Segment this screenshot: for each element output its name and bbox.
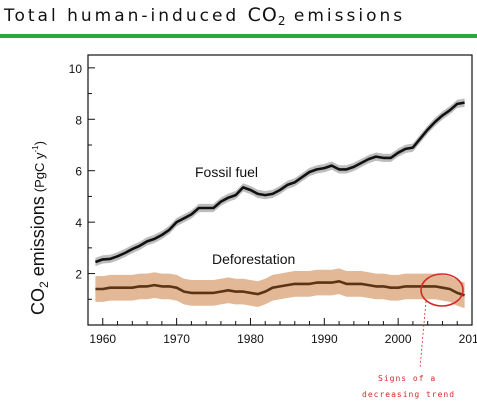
trend-highlight-circle xyxy=(420,273,464,307)
x-tick-label: 2010 xyxy=(459,332,477,346)
x-tick-label: 1960 xyxy=(89,332,116,346)
title-pre: Total human-induced xyxy=(4,6,248,26)
annotation-leader-line xyxy=(419,300,427,369)
title-sub: 2 xyxy=(277,14,286,28)
page-title: Total human-induced CO2 emissions xyxy=(4,4,405,28)
y-label-units-close: ) xyxy=(32,141,47,145)
y-label-units-sup: -1 xyxy=(31,145,40,153)
deforestation-uncertainty-band xyxy=(95,268,465,309)
fossil-fuel-label: Fossil fuel xyxy=(195,164,258,180)
y-tick-label: 6 xyxy=(75,165,82,179)
x-axis-ticks: 1960 1970 1980 1990 2000 2010 xyxy=(89,318,477,346)
y-tick-label: 4 xyxy=(75,216,82,230)
fossil-fuel-series-line xyxy=(94,101,465,264)
annotation-line-2: decreasing trend xyxy=(362,390,455,399)
annotation-line-1: Signs of a xyxy=(378,374,436,383)
y-axis-ticks: 2 4 6 8 10 xyxy=(69,62,95,300)
x-tick-label: 2000 xyxy=(385,332,412,346)
deforestation-series-line xyxy=(95,280,466,297)
y-tick-label: 8 xyxy=(75,113,82,127)
deforestation-label: Deforestation xyxy=(212,251,295,267)
series-lines xyxy=(94,101,466,297)
title-co: CO xyxy=(247,4,278,26)
y-tick-label: 2 xyxy=(75,268,82,282)
y-label-rest: emissions xyxy=(28,196,48,281)
y-tick-label: 10 xyxy=(69,62,83,76)
y-axis-label: CO2 emissions (PgC y-1) xyxy=(28,141,51,315)
title-text: Total human-induced CO2 emissions xyxy=(4,4,406,28)
title-rule xyxy=(0,34,477,38)
y-label-co: CO xyxy=(28,288,48,315)
x-tick-label: 1990 xyxy=(311,332,338,346)
x-tick-label: 1970 xyxy=(163,332,190,346)
y-label-sub: 2 xyxy=(37,281,51,288)
x-tick-label: 1980 xyxy=(237,332,264,346)
title-post: emissions xyxy=(285,6,406,26)
y-label-units: (PgC y xyxy=(32,152,47,192)
uncertainty-bands xyxy=(95,98,465,309)
